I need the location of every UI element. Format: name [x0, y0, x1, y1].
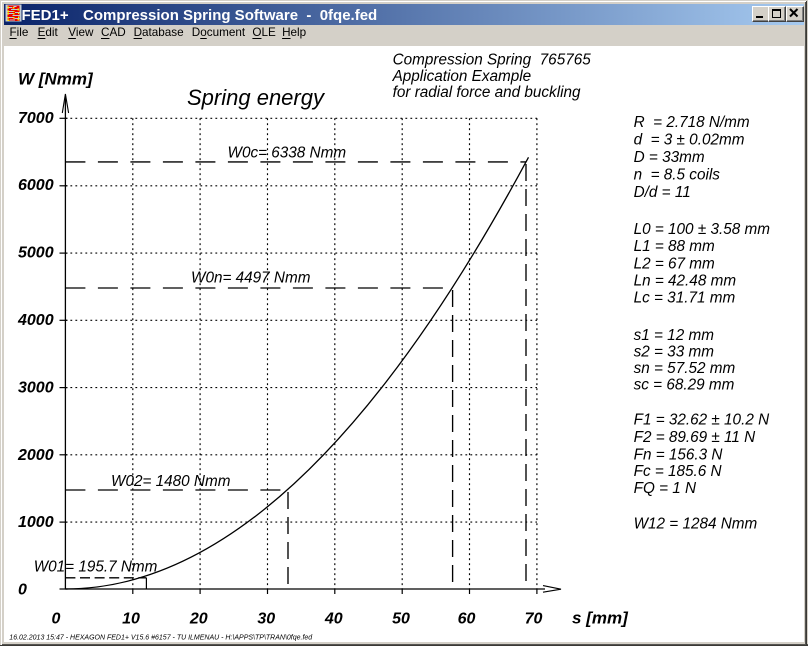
svg-text:Compression Spring 765765: Compression Spring 765765 — [393, 52, 592, 69]
svg-text:s [mm]: s [mm] — [572, 609, 629, 628]
svg-text:10: 10 — [122, 611, 140, 628]
svg-text:16.02.2013 15:47 - HEXAGON FED: 16.02.2013 15:47 - HEXAGON FED1+ V15.6 #… — [9, 635, 313, 642]
svg-text:Fn = 156.3 N: Fn = 156.3 N — [634, 446, 724, 463]
svg-text:40: 40 — [324, 611, 343, 628]
svg-text:2000: 2000 — [17, 447, 54, 464]
svg-text:D = 33mm: D = 33mm — [634, 149, 705, 166]
svg-text:70: 70 — [525, 611, 543, 628]
svg-text:1000: 1000 — [18, 514, 54, 531]
svg-text:D/d = 11: D/d = 11 — [634, 184, 691, 201]
svg-text:s1 = 12 mm: s1 = 12 mm — [634, 327, 715, 344]
svg-text:W0n= 4497 Nmm: W0n= 4497 Nmm — [191, 270, 311, 287]
svg-text:60: 60 — [458, 611, 476, 628]
svg-text:6000: 6000 — [18, 177, 54, 194]
svg-text:0: 0 — [52, 611, 61, 628]
svg-text:sc = 68.29 mm: sc = 68.29 mm — [634, 376, 735, 393]
svg-text:W12 = 1284 Nmm: W12 = 1284 Nmm — [634, 516, 758, 533]
svg-text:s2 = 33 mm: s2 = 33 mm — [634, 343, 715, 360]
svg-text:5000: 5000 — [18, 245, 54, 262]
svg-text:L2 = 67 mm: L2 = 67 mm — [634, 255, 715, 272]
svg-text:Application Example: Application Example — [392, 68, 532, 85]
svg-text:50: 50 — [392, 611, 410, 628]
svg-text:for radial force and buckling: for radial force and buckling — [393, 84, 581, 101]
svg-text:Spring energy: Spring energy — [187, 85, 326, 110]
svg-text:F1 = 32.62 ± 10.2 N: F1 = 32.62 ± 10.2 N — [634, 412, 770, 429]
svg-text:4000: 4000 — [17, 312, 54, 329]
svg-text:W02= 1480 Nmm: W02= 1480 Nmm — [111, 473, 231, 490]
svg-text:0: 0 — [18, 582, 27, 599]
svg-text:30: 30 — [257, 611, 275, 628]
svg-text:Ln = 42.48 mm: Ln = 42.48 mm — [634, 273, 737, 290]
svg-text:sn = 57.52 mm: sn = 57.52 mm — [634, 360, 736, 377]
svg-text:d = 3 ± 0.02mm: d = 3 ± 0.02mm — [634, 132, 745, 149]
svg-text:L0 = 100 ± 3.58 mm: L0 = 100 ± 3.58 mm — [634, 221, 771, 238]
svg-text:Lc = 31.71 mm: Lc = 31.71 mm — [634, 290, 736, 307]
svg-text:R = 2.718 N/mm: R = 2.718 N/mm — [634, 114, 750, 131]
svg-text:Fc = 185.6 N: Fc = 185.6 N — [634, 463, 723, 480]
svg-text:F2 = 89.69 ± 11 N: F2 = 89.69 ± 11 N — [634, 429, 757, 446]
svg-text:20: 20 — [189, 611, 208, 628]
svg-text:n = 8.5 coils: n = 8.5 coils — [634, 167, 721, 184]
svg-text:FQ = 1 N: FQ = 1 N — [634, 480, 697, 497]
svg-text:W0c= 6338 Nmm: W0c= 6338 Nmm — [228, 144, 347, 161]
svg-text:L1 = 88 mm: L1 = 88 mm — [634, 238, 715, 255]
svg-text:W01= 195.7 Nmm: W01= 195.7 Nmm — [34, 558, 158, 575]
svg-text:W [Nmm]: W [Nmm] — [18, 70, 94, 89]
svg-text:3000: 3000 — [18, 379, 54, 396]
svg-text:7000: 7000 — [18, 110, 54, 127]
